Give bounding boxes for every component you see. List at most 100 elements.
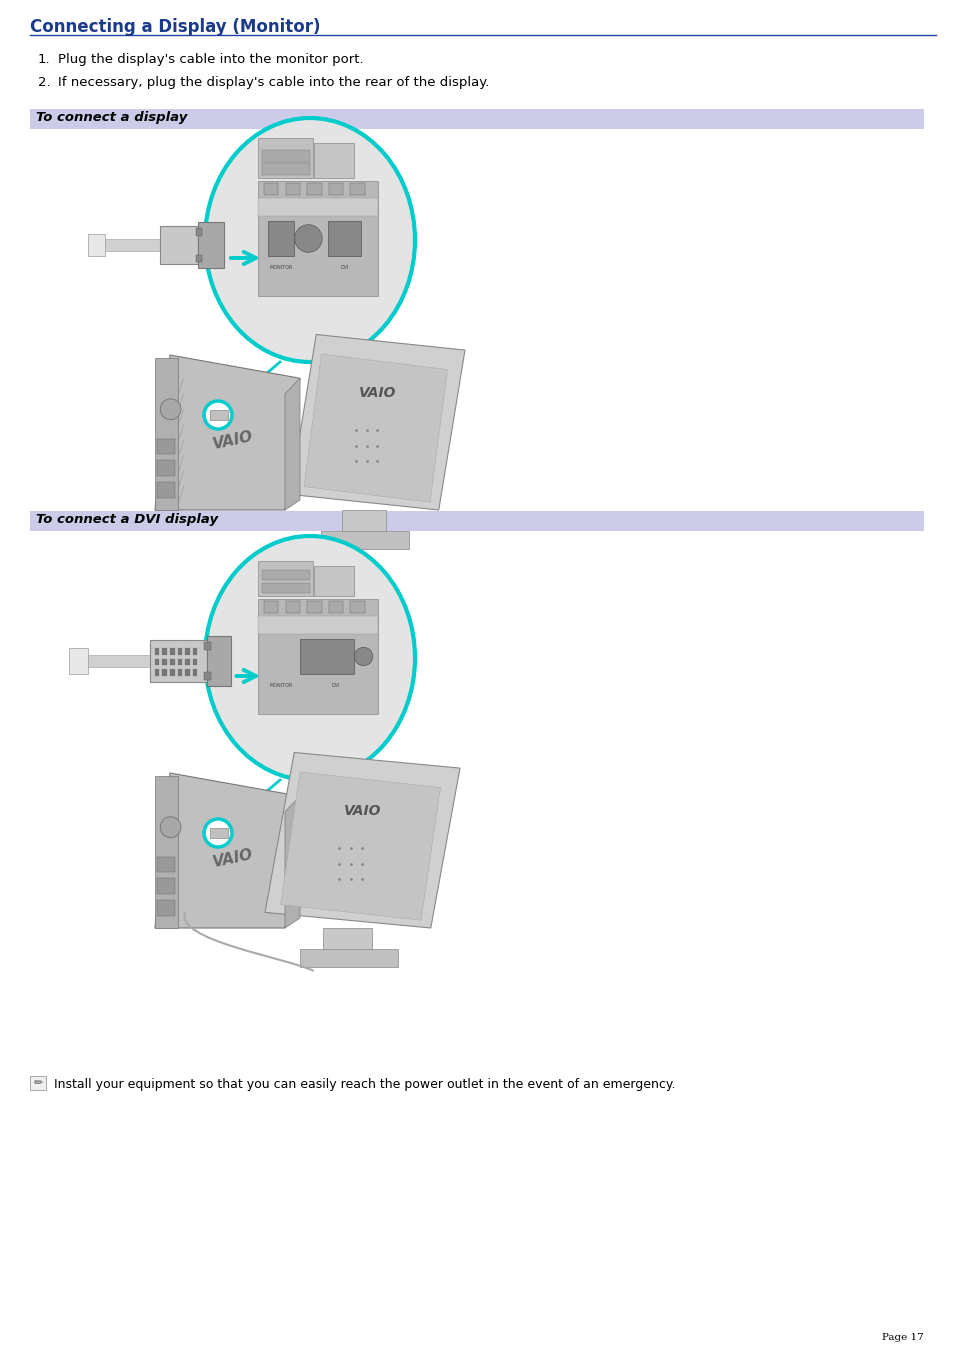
Polygon shape [285, 796, 299, 928]
Text: 2.: 2. [38, 76, 51, 89]
Bar [170, 648, 174, 655]
Text: To connect a DVI display: To connect a DVI display [36, 513, 218, 526]
Bar [177, 648, 182, 655]
Bar [150, 640, 207, 682]
Bar [70, 648, 89, 674]
Circle shape [160, 399, 181, 420]
Bar [257, 181, 377, 296]
Bar [162, 648, 167, 655]
Bar [262, 163, 310, 176]
Bar [30, 1075, 46, 1090]
Text: VAIO: VAIO [212, 428, 254, 451]
Bar [204, 642, 211, 650]
Bar [321, 531, 409, 549]
Bar [84, 655, 150, 667]
Bar [160, 226, 198, 263]
Bar [257, 561, 313, 596]
Bar [264, 184, 278, 195]
Bar [193, 669, 197, 676]
Text: MONITOR: MONITOR [269, 684, 293, 688]
Bar [198, 222, 224, 267]
Bar [264, 601, 278, 613]
Bar [88, 234, 105, 257]
Text: Page 17: Page 17 [882, 1333, 923, 1342]
Bar [323, 928, 372, 951]
Bar [350, 184, 364, 195]
Bar [162, 669, 167, 676]
Text: Plug the display's cable into the monitor port.: Plug the display's cable into the monito… [58, 53, 363, 66]
Bar [268, 222, 294, 255]
Bar [307, 601, 321, 613]
Polygon shape [265, 753, 459, 928]
Bar [195, 228, 201, 235]
Text: Install your equipment so that you can easily reach the power outlet in the even: Install your equipment so that you can e… [50, 1078, 675, 1092]
Bar [327, 222, 361, 255]
Bar [342, 509, 386, 534]
Text: VAIO: VAIO [358, 386, 395, 400]
Bar [314, 143, 354, 178]
Bar [157, 461, 175, 476]
Polygon shape [304, 354, 447, 503]
Bar [329, 184, 343, 195]
Bar [100, 239, 160, 251]
Ellipse shape [205, 118, 415, 362]
Bar [30, 511, 923, 531]
Bar [162, 659, 167, 665]
Text: DVI: DVI [340, 265, 348, 270]
Bar [157, 482, 175, 497]
Bar [329, 601, 343, 613]
Bar [193, 648, 197, 655]
Polygon shape [154, 355, 299, 509]
Bar [314, 566, 354, 596]
Circle shape [294, 224, 322, 253]
Bar [157, 857, 175, 873]
Bar [300, 950, 397, 967]
Bar [185, 648, 190, 655]
Bar [210, 409, 228, 420]
Bar [350, 601, 364, 613]
Bar [307, 184, 321, 195]
Bar [157, 878, 175, 894]
Polygon shape [280, 771, 440, 920]
Bar [262, 570, 310, 580]
Bar [170, 669, 174, 676]
Bar [257, 616, 377, 634]
Bar [154, 648, 159, 655]
Bar [30, 109, 923, 128]
Bar [207, 636, 231, 686]
Bar [157, 900, 175, 916]
Bar [157, 439, 175, 454]
Text: VAIO: VAIO [212, 847, 254, 870]
Bar [204, 673, 211, 680]
Polygon shape [154, 773, 299, 928]
Text: ✏: ✏ [33, 1078, 43, 1088]
Text: VAIO: VAIO [343, 804, 381, 817]
Polygon shape [285, 378, 299, 509]
Bar [177, 659, 182, 665]
Bar [154, 669, 159, 676]
Bar [257, 598, 377, 713]
Bar [170, 659, 174, 665]
Bar [185, 669, 190, 676]
Circle shape [160, 817, 181, 838]
Bar [177, 669, 182, 676]
Text: MONITOR: MONITOR [269, 265, 293, 270]
Text: 1.: 1. [38, 53, 51, 66]
Bar [299, 639, 354, 674]
Bar [154, 659, 159, 665]
Bar [154, 358, 178, 509]
Bar [210, 828, 228, 838]
Circle shape [204, 401, 232, 430]
Bar [193, 659, 197, 665]
Ellipse shape [205, 536, 415, 780]
Bar [185, 659, 190, 665]
Bar [154, 775, 178, 928]
Bar [262, 150, 310, 162]
Bar [285, 601, 299, 613]
Text: If necessary, plug the display's cable into the rear of the display.: If necessary, plug the display's cable i… [58, 76, 489, 89]
Circle shape [354, 647, 373, 666]
Bar [257, 199, 377, 216]
Text: Connecting a Display (Monitor): Connecting a Display (Monitor) [30, 18, 320, 36]
Bar [195, 254, 201, 262]
Polygon shape [290, 335, 464, 509]
